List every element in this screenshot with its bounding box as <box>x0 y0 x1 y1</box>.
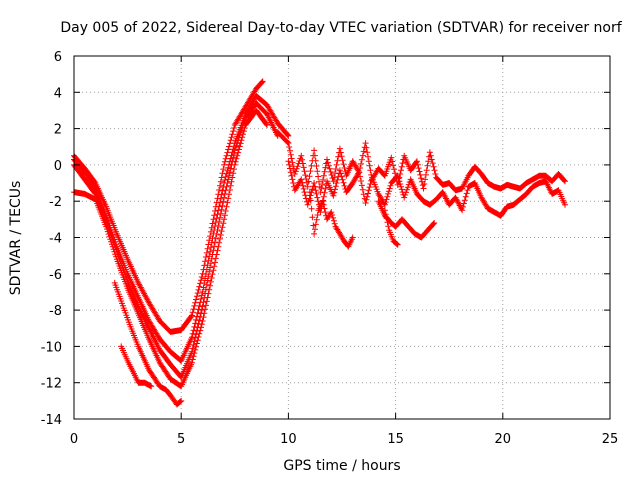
data-point-markers <box>111 279 185 408</box>
x-axis-label: GPS time / hours <box>283 458 400 474</box>
series-track-5 <box>111 279 185 408</box>
data-point-markers <box>306 189 356 250</box>
data-points <box>71 78 568 408</box>
data-point-markers <box>274 129 568 196</box>
series-track-9 <box>306 189 356 250</box>
y-tick-label: -8 <box>49 304 62 319</box>
ticks: 0 5 10 15 20 25 -14 -12 -10 -8 -6 -4 -2 0 2 4 6 <box>41 50 619 447</box>
data-point-markers <box>71 107 270 390</box>
x-tick-label: 10 <box>280 432 297 447</box>
data-point-markers <box>118 343 155 390</box>
series-track-6 <box>118 343 155 390</box>
x-tick-label: 5 <box>177 432 185 447</box>
x-tick-label: 15 <box>387 432 404 447</box>
y-tick-label: -14 <box>41 413 62 428</box>
data-point-markers <box>381 207 401 248</box>
x-tick-label: 20 <box>495 432 512 447</box>
y-axis-label: SDTVAR / TECUs <box>8 181 24 296</box>
data-point-markers <box>71 100 281 381</box>
y-tick-label: 2 <box>54 123 62 138</box>
chart-title: Day 005 of 2022, Sidereal Day-to-day VTE… <box>60 20 622 36</box>
series-track-11 <box>381 207 401 248</box>
y-tick-label: 4 <box>54 86 62 101</box>
x-tick-label: 0 <box>70 432 78 447</box>
y-tick-label: -12 <box>41 377 62 392</box>
series-track-7 <box>274 129 568 196</box>
y-tick-label: -2 <box>49 195 62 210</box>
series-track-4 <box>71 107 270 390</box>
grid <box>74 56 610 419</box>
x-tick-label: 25 <box>602 432 619 447</box>
y-tick-label: 0 <box>54 159 62 174</box>
y-tick-label: 6 <box>54 50 62 65</box>
y-tick-label: -6 <box>49 268 62 283</box>
y-tick-label: -10 <box>41 340 62 355</box>
series-track-3 <box>71 100 281 381</box>
y-tick-label: -4 <box>49 232 62 247</box>
